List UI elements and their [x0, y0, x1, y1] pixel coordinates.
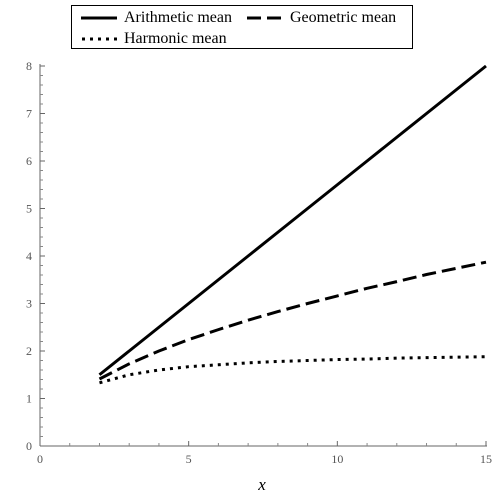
- y-tick-label: 4: [26, 249, 32, 263]
- legend-item-arithmetic: Arithmetic mean: [80, 9, 232, 27]
- x-tick-label: 5: [186, 452, 192, 466]
- y-tick-label: 7: [26, 107, 32, 121]
- y-tick-label: 6: [26, 154, 32, 168]
- series-line-arithmetic-mean: [98, 64, 487, 376]
- legend-item-harmonic: Harmonic mean: [80, 30, 227, 48]
- ticks: 0 5 10 15 0 1 2 3 4 5 6 7 8: [26, 59, 492, 466]
- x-tick-label: 10: [331, 452, 343, 466]
- x-axis-title: x: [257, 475, 266, 494]
- axes: [39, 64, 487, 447]
- x-tick-label: 15: [480, 452, 492, 466]
- series-lines: [98, 64, 487, 385]
- series-line-geometric-mean: [98, 260, 487, 381]
- y-tick-label: 2: [26, 344, 32, 358]
- legend-label-geometric: Geometric mean: [290, 9, 397, 26]
- y-tick-label: 3: [26, 297, 32, 311]
- legend: Arithmetic mean Geometric mean Harmonic …: [71, 5, 413, 49]
- legend-swatch-solid: [81, 16, 117, 20]
- legend-label-arithmetic: Arithmetic mean: [124, 9, 232, 26]
- legend-label-harmonic: Harmonic mean: [124, 30, 227, 47]
- legend-swatch-dashed: [247, 16, 283, 20]
- legend-swatch-dotted: [82, 37, 117, 41]
- y-tick-label: 5: [26, 202, 32, 216]
- y-tick-label: 8: [26, 59, 32, 73]
- legend-item-geometric: Geometric mean: [246, 9, 396, 27]
- y-tick-label: 0: [26, 439, 32, 453]
- series-line-harmonic-mean: [99, 355, 487, 385]
- y-tick-label: 1: [26, 392, 32, 406]
- x-tick-label: 0: [37, 452, 43, 466]
